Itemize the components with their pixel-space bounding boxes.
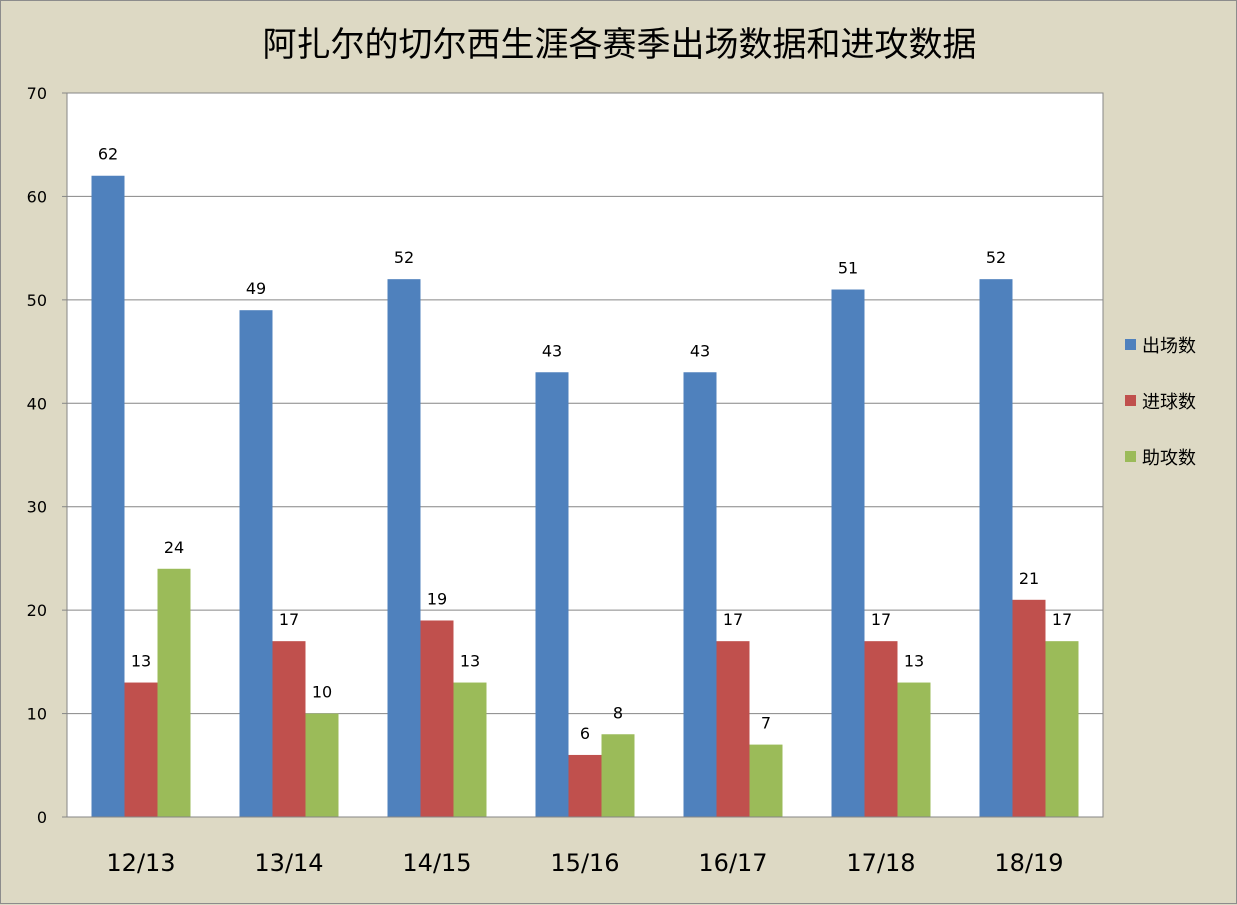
bar [387, 279, 421, 818]
y-tick-label: 70 [27, 84, 47, 103]
data-label: 19 [427, 589, 447, 608]
y-tick-label: 50 [27, 291, 47, 310]
bar [749, 744, 783, 817]
legend-swatch [1125, 451, 1136, 462]
y-tick-label: 30 [27, 498, 47, 517]
legend-entry: 出场数 [1142, 336, 1196, 357]
bar [1012, 599, 1046, 817]
bar [157, 568, 191, 817]
x-tick-label: 18/19 [994, 849, 1063, 877]
bar [831, 289, 865, 817]
bar [1045, 641, 1079, 817]
bar [272, 641, 306, 817]
x-tick-label: 17/18 [846, 849, 915, 877]
legend-entry: 助攻数 [1142, 448, 1196, 469]
data-label: 62 [98, 145, 118, 164]
data-label: 13 [460, 652, 480, 671]
x-tick-label: 12/13 [106, 849, 175, 877]
x-tick-label: 16/17 [698, 849, 767, 877]
y-tick-label: 20 [27, 601, 47, 620]
data-label: 52 [394, 248, 414, 267]
data-label: 10 [312, 683, 332, 702]
y-tick-label: 10 [27, 705, 47, 724]
y-tick-label: 60 [27, 187, 47, 206]
data-labels: 62 13 24 49 17 10 52 19 13 43 6 8 43 17 7 51 17 13 52 21 17 [98, 145, 1072, 743]
bar [535, 372, 569, 817]
bar [716, 641, 750, 817]
data-label: 13 [904, 652, 924, 671]
data-label: 43 [542, 341, 562, 360]
plot-area [66, 92, 1104, 818]
legend-swatch [1125, 339, 1136, 350]
data-label: 7 [761, 714, 771, 733]
x-tick-label: 14/15 [402, 849, 471, 877]
data-label: 49 [246, 279, 266, 298]
bar [897, 682, 931, 817]
bar [91, 175, 125, 817]
data-label: 8 [613, 703, 623, 722]
bar [420, 620, 454, 817]
bar [601, 734, 635, 817]
bars [91, 175, 1079, 818]
bar [453, 682, 487, 817]
data-label: 17 [279, 610, 299, 629]
legend-entry: 进球数 [1142, 392, 1196, 413]
bar [979, 279, 1013, 818]
x-tick-label: 13/14 [254, 849, 323, 877]
y-axis: 0 10 20 30 40 50 60 70 [27, 84, 68, 827]
data-label: 52 [986, 248, 1006, 267]
bar [864, 641, 898, 817]
data-label: 21 [1019, 569, 1039, 588]
y-tick-label: 40 [27, 394, 47, 413]
data-label: 17 [1052, 610, 1072, 629]
data-label: 17 [871, 610, 891, 629]
bar [305, 713, 339, 817]
chart-title: 阿扎尔的切尔西生涯各赛季出场数据和进攻数据 [262, 25, 977, 65]
x-tick-label: 15/16 [550, 849, 619, 877]
data-label: 17 [723, 610, 743, 629]
data-label: 51 [838, 259, 858, 278]
bar [568, 754, 602, 817]
data-label: 6 [580, 724, 590, 743]
y-tick-label: 0 [37, 808, 47, 827]
data-label: 24 [164, 538, 184, 557]
x-axis: 12/13 13/14 14/15 15/16 16/17 17/18 18/19 [67, 816, 1103, 877]
data-label: 13 [131, 652, 151, 671]
data-label: 43 [690, 341, 710, 360]
bar [683, 372, 717, 817]
bar [239, 310, 273, 817]
legend-swatch [1125, 395, 1136, 406]
bar [124, 682, 158, 817]
